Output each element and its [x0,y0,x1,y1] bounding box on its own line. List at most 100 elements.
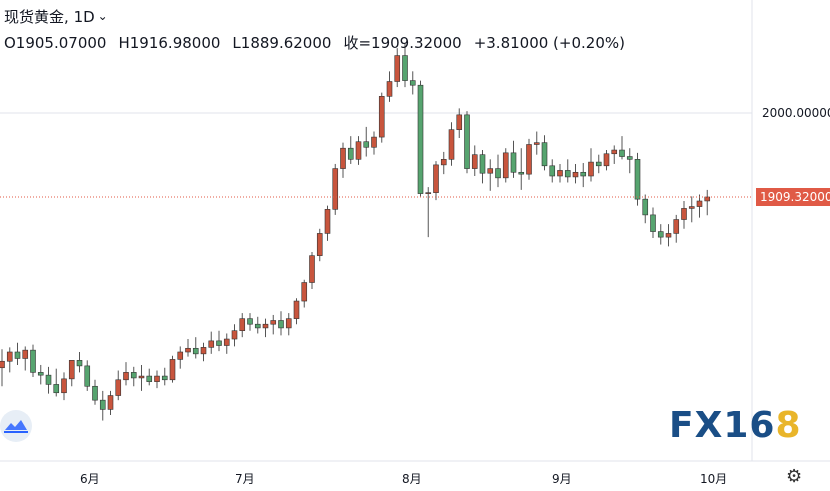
candle-body [417,84,424,194]
candle [549,159,556,183]
candle [704,189,711,216]
candle-body [6,351,13,362]
interval-label[interactable]: 1D [73,8,95,26]
candle-body [254,323,261,329]
candle-body [37,372,44,376]
candle-body [161,375,168,381]
candle-body [177,351,184,360]
candle-body [363,141,370,148]
candle-body [448,129,455,160]
candle-body [510,152,517,173]
candle [332,163,339,215]
candle [417,80,424,197]
candle-body [332,168,339,210]
candle-body [479,154,486,174]
candle-body [68,360,75,380]
candle [634,152,641,206]
candle-body [239,318,246,331]
candle-body [487,168,494,174]
candle [526,138,532,180]
candle [533,131,540,155]
candle [487,159,494,191]
candle-body [216,340,222,346]
candle-body [402,55,408,81]
candle-body [53,384,60,394]
candle [200,342,207,362]
candle [169,355,176,383]
gear-icon[interactable]: ⚙ [786,466,803,487]
candle-body [681,208,687,220]
tradingview-logo-icon[interactable] [0,410,32,442]
candle-body [526,144,532,175]
fx168-logo: FX168 [669,405,802,446]
candle [510,140,517,178]
candle [223,333,230,354]
candle-body [107,395,114,410]
logo-text: FX16 [669,405,776,446]
candle [68,360,75,387]
candle [626,148,633,174]
candle [681,201,687,229]
candle [619,136,625,160]
candle [688,196,695,223]
candle [301,279,308,308]
candle [557,163,563,183]
candle [316,228,323,262]
candle [518,148,525,190]
candle [595,154,602,174]
candles-layer [0,43,711,421]
candle [115,370,122,401]
logo-eight: 8 [775,405,802,446]
candle-body [45,374,52,385]
candle [673,214,680,243]
candle-body [316,233,323,256]
candle-body [464,114,470,169]
candle [107,390,114,415]
candle-body [0,360,5,369]
candle-body [355,141,362,160]
candle-body [502,152,509,179]
high-value: H1916.98000 [118,34,221,52]
candle [45,366,52,394]
candle [92,379,98,405]
candle-body [262,323,269,329]
candle [479,150,486,184]
candle-body [146,375,153,382]
candle-body [99,399,106,410]
candle-body [650,214,656,232]
candle [502,148,509,183]
candle [130,366,137,387]
candle-body [619,149,625,157]
candle [309,251,315,290]
candle-body [169,359,176,381]
candle [603,150,610,171]
candle [14,342,21,365]
candle [161,367,168,386]
candle-body [603,153,610,167]
candle-body [278,320,284,329]
candle [146,368,153,386]
chevron-down-icon[interactable]: ⌄ [97,9,108,23]
close-value: 收=1909.32000 [343,34,462,52]
candle [76,351,83,373]
candle [611,145,618,164]
candle-body [588,161,594,177]
candle-body [340,147,346,169]
candle [386,71,393,102]
candle [37,364,44,385]
symbol-legend[interactable]: 现货黄金, 1D ⌄ [4,8,108,26]
candle-body [115,379,122,396]
candle-body [495,168,501,179]
candle [650,207,656,239]
time-tick-label: 6月 [80,472,100,486]
candle-body [347,147,354,160]
candle-body [185,347,191,353]
candle [123,362,129,386]
candle-body [471,154,478,169]
candle [278,311,284,336]
candle [192,337,199,359]
candle [580,163,587,188]
candle-body [324,209,331,234]
candle-body [30,349,36,373]
